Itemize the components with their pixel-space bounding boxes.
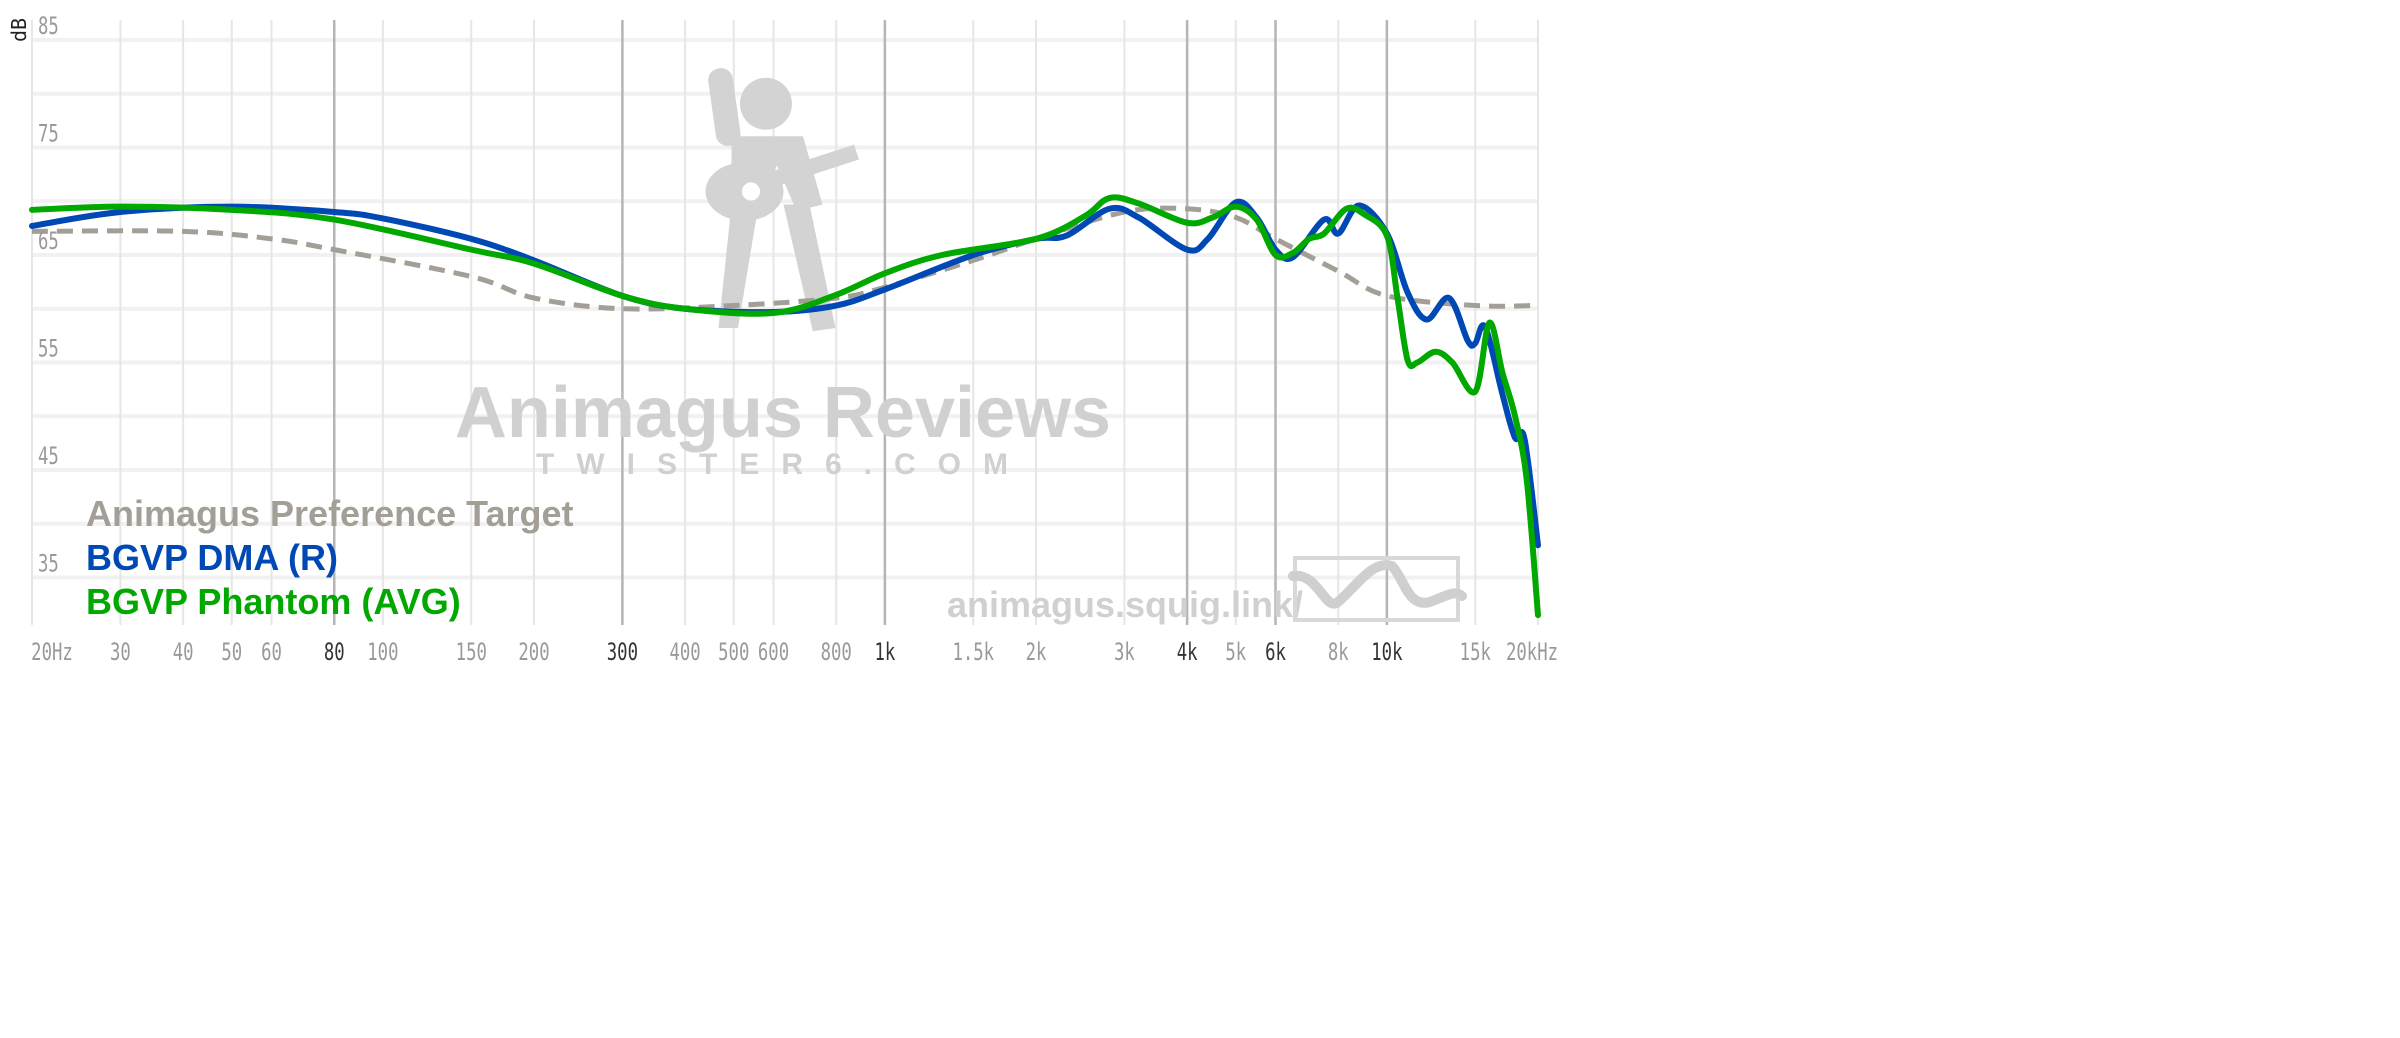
x-tick-label: 150 (456, 638, 487, 666)
x-axis: 20Hz 30 40 50 60 80 100 150 200 300 400 500 600 800 1k… (31, 638, 1558, 666)
watermark: Animagus Reviews TWISTER6.COM animagus.s… (455, 68, 1467, 625)
series-lines (29, 194, 1541, 619)
x-tick-label: 500 (718, 638, 749, 666)
x-tick-label: 2k (1026, 638, 1047, 666)
x-tick-label: 60 (261, 638, 282, 666)
watermark-brand: Animagus Reviews (455, 373, 1111, 453)
y-tick-label: 85 (38, 12, 59, 40)
x-tick-label: 3k (1114, 638, 1135, 666)
x-tick-label: 20Hz (31, 638, 73, 666)
y-tick-label: 45 (38, 442, 59, 470)
squiglink-logo-icon (1288, 556, 1467, 622)
y-tick-label: 75 (38, 120, 59, 148)
series-line-2 (29, 198, 1541, 549)
x-tick-label: 200 (518, 638, 549, 666)
watermark-site: TWISTER6.COM (536, 448, 1030, 481)
x-tick-label: 1k (874, 638, 895, 666)
series-line-3 (29, 194, 1541, 619)
x-tick-label: 400 (670, 638, 701, 666)
y-axis: 85 75 65 55 45 35 (38, 12, 59, 577)
x-tick-label: 4k (1177, 638, 1198, 666)
x-tick-label: 300 (607, 638, 638, 666)
x-tick-label: 20kHz (1506, 638, 1558, 666)
x-tick-label: 600 (758, 638, 789, 666)
y-tick-label: 65 (38, 227, 59, 255)
x-tick-label: 50 (221, 638, 242, 666)
y-tick-label: 55 (38, 335, 59, 363)
y-tick-label: 35 (38, 550, 59, 578)
x-tick-label: 6k (1265, 638, 1286, 666)
series-line-1 (31, 205, 1539, 312)
x-tick-label: 15k (1460, 638, 1492, 666)
x-tick-label: 800 (821, 638, 852, 666)
x-tick-label: 80 (324, 638, 345, 666)
x-tick-label: 30 (110, 638, 131, 666)
watermark-url: animagus.squig.link/ (947, 584, 1303, 625)
y-axis-label: dB (7, 18, 31, 42)
x-tick-label: 1.5k (952, 638, 994, 666)
x-tick-label: 100 (367, 638, 398, 666)
legend-entry: Animagus Preference Target (86, 493, 574, 534)
legend-entry: BGVP DMA (R) (86, 537, 338, 578)
x-tick-label: 10k (1371, 638, 1403, 666)
x-tick-label: 40 (173, 638, 194, 666)
x-tick-label: 8k (1328, 638, 1349, 666)
x-tick-label: 5k (1225, 638, 1246, 666)
legend-entry: BGVP Phantom (AVG) (86, 581, 461, 622)
